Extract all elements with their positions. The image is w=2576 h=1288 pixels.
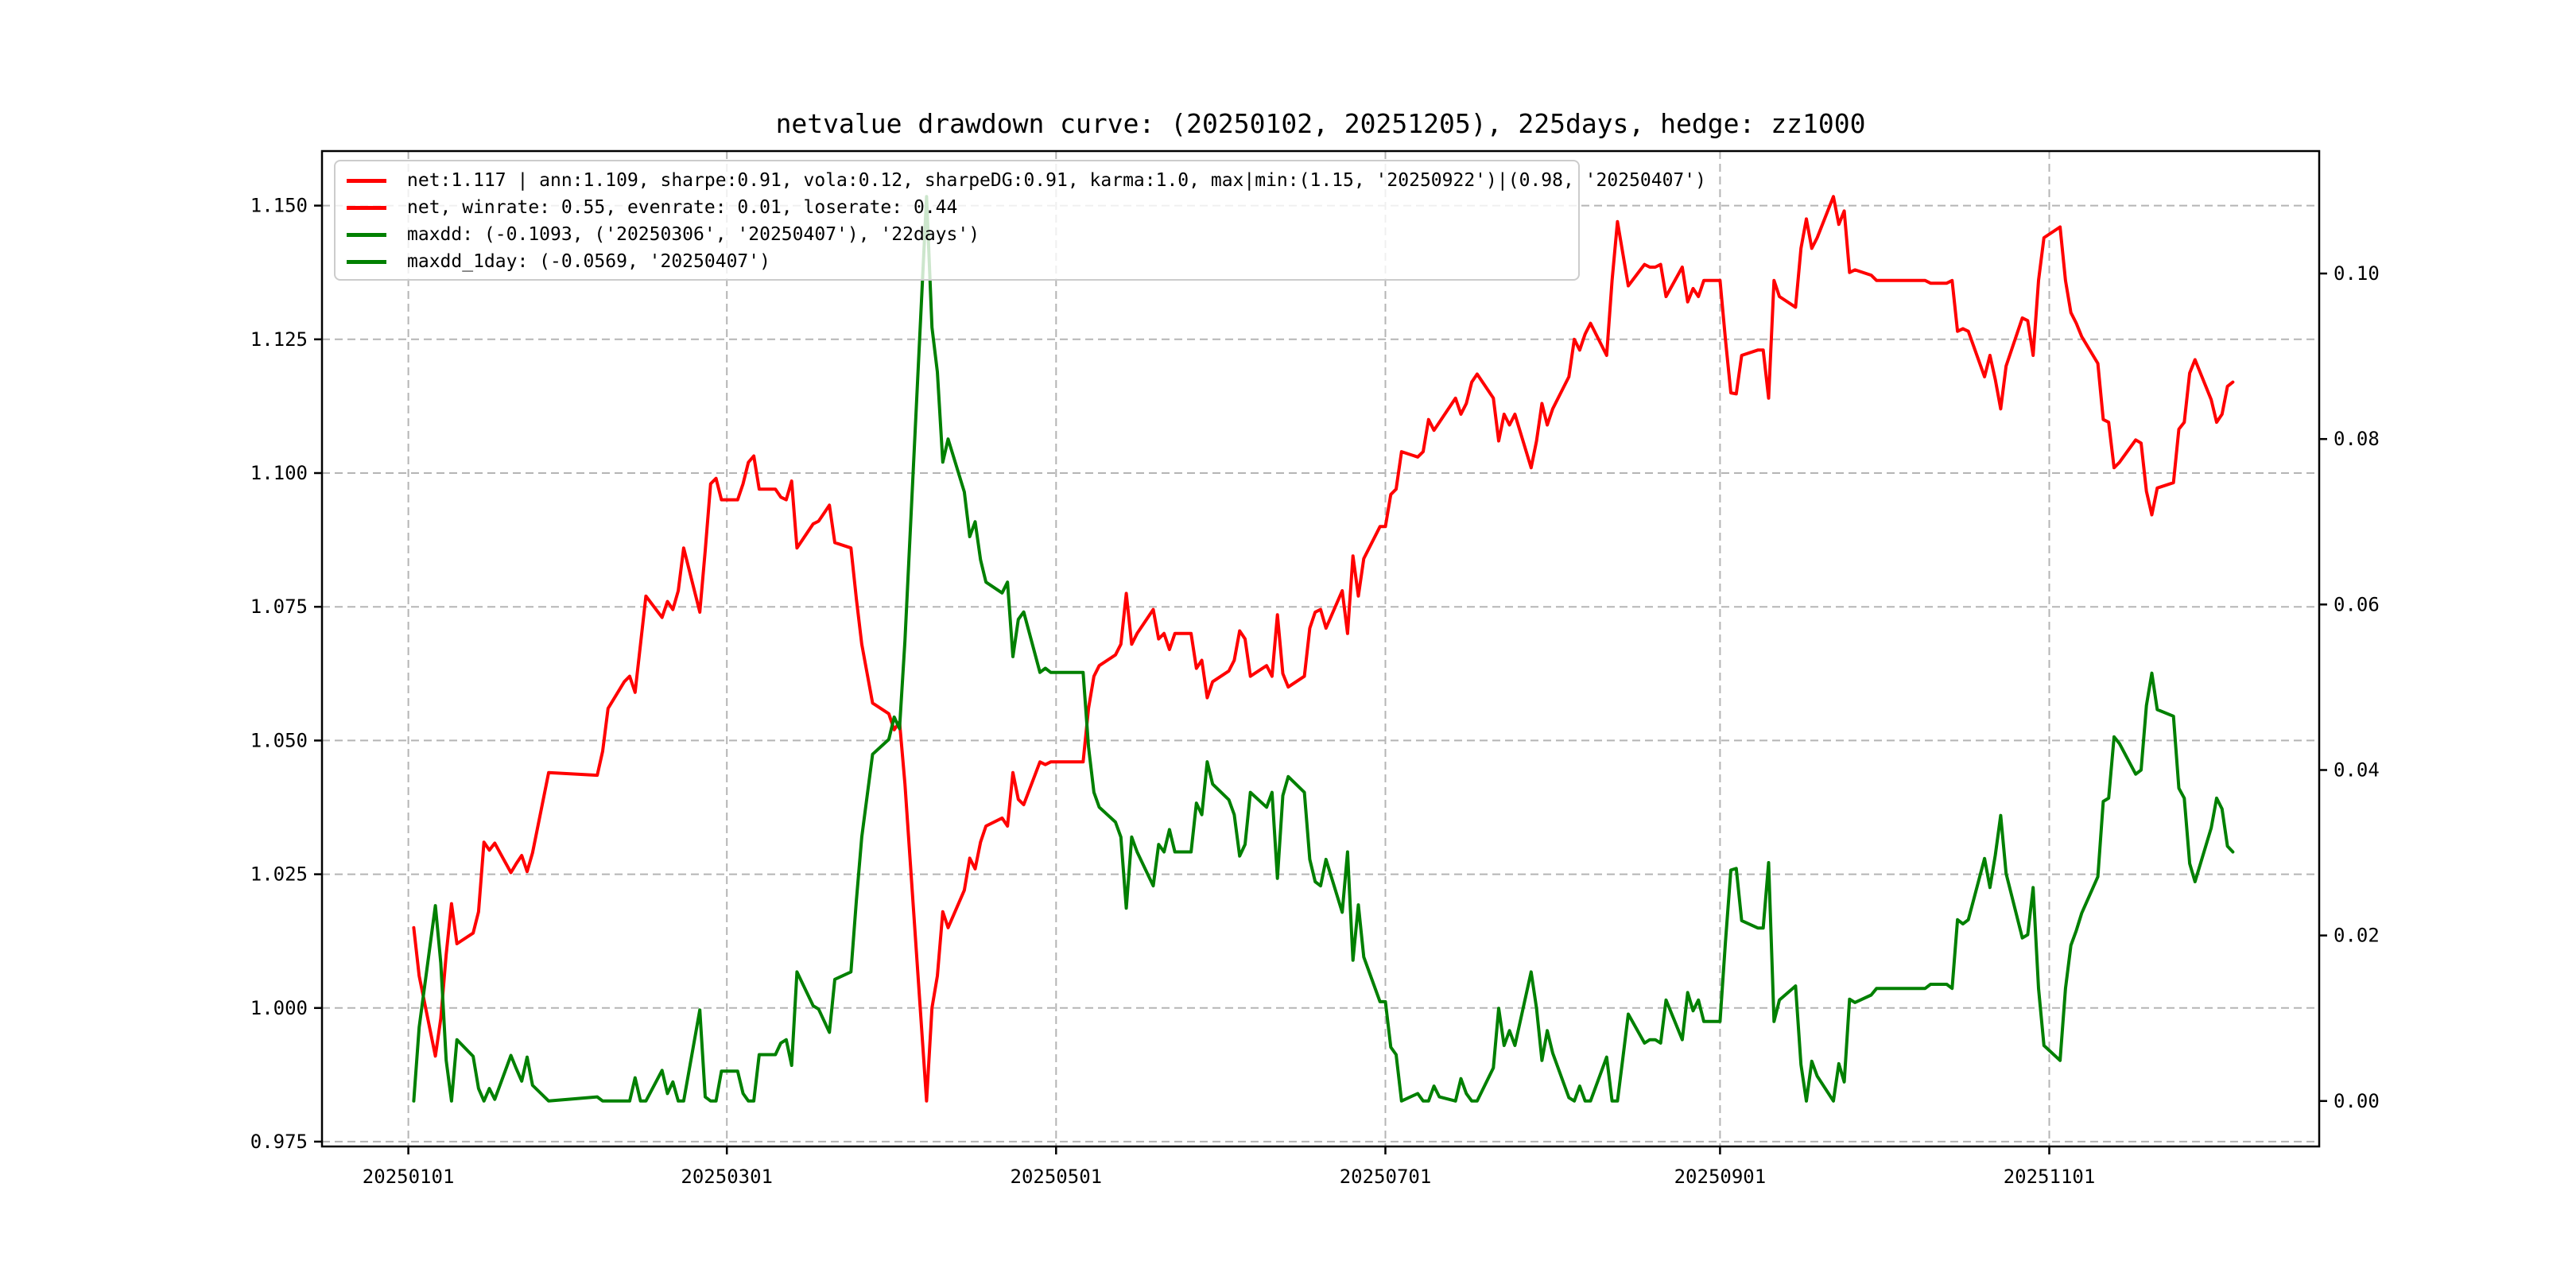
- chart-title: netvalue drawdown curve: (20250102, 2025…: [775, 108, 1866, 139]
- legend-label: net, winrate: 0.55, evenrate: 0.01, lose…: [407, 197, 958, 218]
- maxdd-line: [412, 195, 2235, 1103]
- legend-box: net:1.117 | ann:1.109, sharpe:0.91, vola…: [334, 160, 1706, 281]
- svg-text:0.08: 0.08: [2334, 428, 2380, 450]
- svg-text:0.00: 0.00: [2334, 1090, 2380, 1112]
- x-axis: 20250101 20250301 20250501 20250701 20250901…: [363, 1146, 2095, 1188]
- right-axis: 0.10 0.08 0.06 0.04 0.02 0.00: [2319, 262, 2380, 1112]
- net-line: [412, 195, 2235, 1103]
- legend-line-swatch: [347, 232, 386, 237]
- svg-text:0.04: 0.04: [2334, 759, 2380, 782]
- svg-text:0.10: 0.10: [2334, 262, 2380, 285]
- legend-line-swatch: [347, 205, 386, 210]
- svg-text:0.975: 0.975: [250, 1131, 308, 1153]
- svg-text:1.075: 1.075: [250, 596, 308, 618]
- svg-text:1.150: 1.150: [250, 195, 308, 217]
- svg-text:1.025: 1.025: [250, 863, 308, 886]
- legend-line-swatch: [347, 178, 386, 183]
- legend-label: maxdd_1day: (-0.0569, '20250407'): [407, 251, 770, 272]
- svg-text:20250701: 20250701: [1340, 1166, 1432, 1188]
- svg-text:20250501: 20250501: [1011, 1166, 1103, 1188]
- svg-text:0.06: 0.06: [2334, 593, 2380, 615]
- svg-text:20250301: 20250301: [681, 1166, 773, 1188]
- grid: [322, 151, 2319, 1146]
- legend-entry: net, winrate: 0.55, evenrate: 0.01, lose…: [336, 194, 1578, 221]
- plot-border: [320, 149, 2321, 1148]
- legend-line-swatch: [347, 259, 386, 264]
- svg-text:20250901: 20250901: [1674, 1166, 1767, 1188]
- legend-label: maxdd: (-0.1093, ('20250306', '20250407'…: [407, 224, 980, 245]
- svg-text:20250101: 20250101: [363, 1166, 455, 1188]
- legend-entry: maxdd_1day: (-0.0569, '20250407'): [336, 248, 1578, 275]
- svg-text:0.02: 0.02: [2334, 925, 2380, 947]
- svg-text:1.125: 1.125: [250, 328, 308, 351]
- svg-text:1.000: 1.000: [250, 997, 308, 1019]
- legend-entry: net:1.117 | ann:1.109, sharpe:0.91, vola…: [336, 167, 1706, 194]
- svg-text:1.100: 1.100: [250, 462, 308, 484]
- left-axis: 1.150 1.125 1.100 1.075 1.050 1.025 1.000 0.975: [250, 195, 322, 1153]
- svg-text:20251101: 20251101: [2004, 1166, 2096, 1188]
- legend-label: net:1.117 | ann:1.109, sharpe:0.91, vola…: [407, 170, 1706, 191]
- legend-entry: maxdd: (-0.1093, ('20250306', '20250407'…: [336, 221, 1578, 248]
- svg-text:1.050: 1.050: [250, 729, 308, 751]
